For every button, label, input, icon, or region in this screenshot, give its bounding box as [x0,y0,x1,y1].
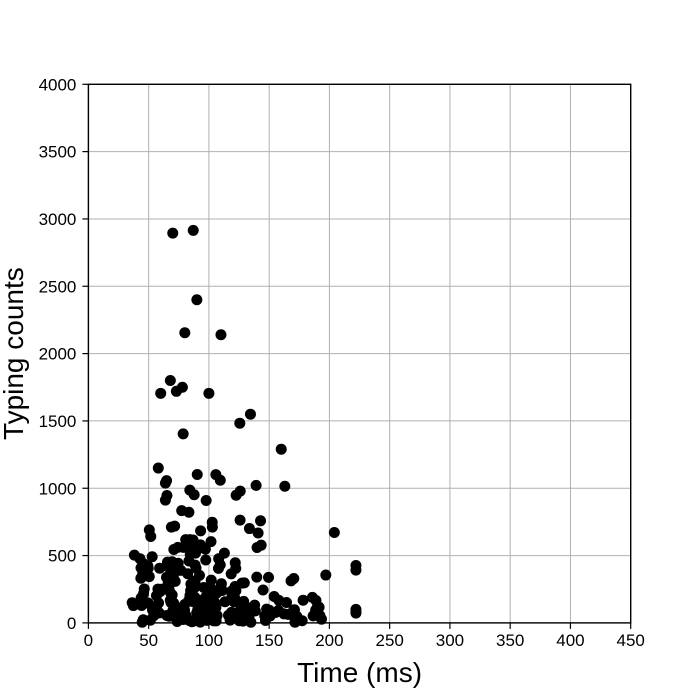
svg-text:3000: 3000 [39,210,77,229]
svg-text:50: 50 [139,631,158,650]
svg-text:250: 250 [375,631,403,650]
svg-text:1000: 1000 [39,479,77,498]
svg-text:2000: 2000 [39,345,77,364]
svg-text:100: 100 [195,631,223,650]
svg-text:4000: 4000 [39,75,77,94]
svg-text:200: 200 [315,631,343,650]
svg-text:150: 150 [255,631,283,650]
svg-text:2500: 2500 [39,277,77,296]
svg-text:0: 0 [84,631,93,650]
svg-text:1500: 1500 [39,412,77,431]
svg-text:0: 0 [67,614,76,633]
svg-text:400: 400 [556,631,584,650]
svg-text:500: 500 [48,547,76,566]
svg-text:350: 350 [496,631,524,650]
svg-text:Time (ms): Time (ms) [297,657,422,688]
svg-text:Typing counts: Typing counts [0,267,29,440]
svg-text:450: 450 [617,631,645,650]
svg-text:3500: 3500 [39,143,77,162]
svg-text:300: 300 [436,631,464,650]
